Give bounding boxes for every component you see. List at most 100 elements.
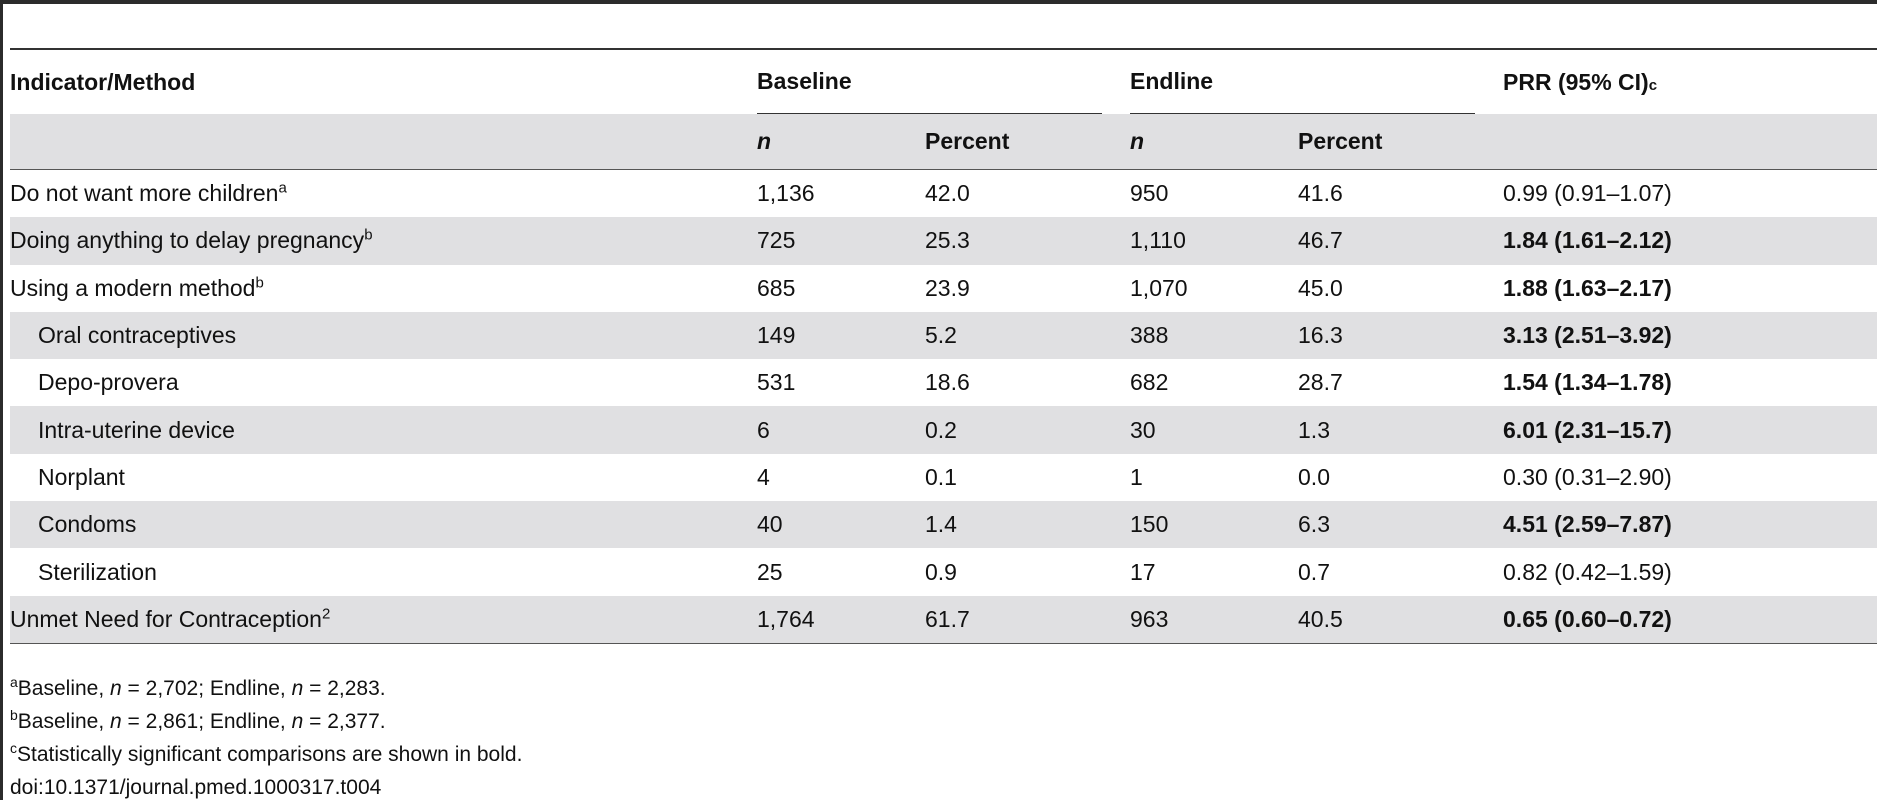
row-label-text: Depo-provera [38, 369, 179, 396]
footnote-b-pre: Baseline, [17, 710, 111, 733]
cell-endline-n: 17 [1130, 558, 1156, 585]
doi[interactable]: doi:10.1371/journal.pmed.1000317.t004 [10, 776, 382, 799]
row-label: Unmet Need for Contraception2 [10, 595, 757, 644]
table-row: Norplant 4 0.1 1 0.0 0.30 (0.31–2.90) [10, 454, 1877, 501]
row-label-sup: a [278, 179, 287, 197]
cell-endline-percent: 40.5 [1298, 595, 1504, 644]
table-row: Do not want more childrena 1,136 42.0 950 41… [10, 170, 1877, 218]
footnote-b: bBaseline, n = 2,861; Endline, n = 2,377… [10, 705, 522, 738]
cell-baseline-percent: 0.9 [925, 558, 957, 585]
cell-prr-value: 4.51 (2.59–7.87) [1503, 501, 1877, 549]
cell-endline-n: 1 [1130, 463, 1143, 490]
footnote-a-n2: n [291, 677, 304, 700]
table-row: Condoms 40 1.4 150 6.3 4.51 (2.59–7.87) [10, 501, 1877, 549]
cell-endline-percent: 0.0 [1298, 463, 1330, 490]
top-rule [0, 0, 1877, 4]
footnote-a: aBaseline, n = 2,702; Endline, n = 2,283… [10, 672, 522, 705]
cell-endline-percent: 41.6 [1298, 180, 1343, 207]
header-baseline-n: n [757, 114, 925, 170]
cell-endline-n: 963 [1130, 595, 1299, 644]
header-prr: PRR (95% CI)c [1503, 48, 1877, 114]
row-label-text: Oral contraceptives [38, 322, 237, 349]
row-label: Depo-provera [10, 359, 757, 406]
table-body: Do not want more childrena 1,136 42.0 950 41… [10, 170, 1877, 644]
cell-endline-n: 30 [1130, 406, 1299, 454]
footnote-b-n1: n [110, 710, 122, 733]
cell-endline-percent: 46.7 [1298, 217, 1504, 265]
row-label: Sterilization [10, 548, 757, 595]
cell-prr-value: 0.99 (0.91–1.07) [1503, 180, 1672, 207]
table-row: Intra-uterine device 6 0.2 30 1.3 6.01 (2.31–… [10, 406, 1877, 454]
footnote-a-n1: n [110, 677, 122, 700]
cell-endline-n: 1,070 [1130, 274, 1188, 301]
cell-baseline-n: 149 [757, 311, 925, 360]
header-prr-blank [1503, 114, 1877, 170]
row-label-text: Sterilization [38, 558, 157, 585]
cell-prr-value: 0.65 (0.60–0.72) [1503, 595, 1877, 644]
cell-baseline-percent: 42.0 [925, 180, 970, 207]
header-endline-group: Endline [1130, 48, 1504, 114]
cell-prr-value: 6.01 (2.31–15.7) [1503, 406, 1877, 454]
cell-baseline-percent: 0.2 [925, 406, 1131, 454]
footnote-b-mid: = 2,861; Endline, [121, 710, 292, 733]
data-table: Indicator/Method Baseline Endline PRR (9… [10, 48, 1877, 644]
row-label-text: Unmet Need for Contraception [10, 605, 322, 632]
header-endline-n: n [1130, 114, 1299, 170]
cell-prr-value: 3.13 (2.51–3.92) [1503, 311, 1877, 360]
cell-baseline-percent: 0.1 [925, 463, 957, 490]
cell-baseline-percent: 25.3 [925, 217, 1131, 265]
footnote-a-pre: Baseline, [17, 677, 111, 700]
header-row-1: Indicator/Method Baseline Endline PRR (9… [10, 48, 1877, 114]
row-label: Norplant [10, 454, 757, 501]
row-label-text: Do not want more children [10, 180, 279, 207]
header-prr-label: PRR (95% CI) [1503, 68, 1649, 95]
footnote-b-marker: b [10, 707, 18, 723]
footnote-b-post: = 2,377. [303, 710, 386, 733]
header-baseline-percent: Percent [925, 114, 1131, 170]
header-baseline: Baseline [757, 68, 1103, 114]
row-label: Oral contraceptives [10, 311, 757, 360]
row-label-text: Condoms [38, 511, 137, 538]
cell-baseline-n: 25 [757, 558, 783, 585]
row-label: Condoms [10, 501, 757, 549]
cell-endline-n: 388 [1130, 311, 1299, 360]
data-table-container: Indicator/Method Baseline Endline PRR (9… [10, 48, 1877, 644]
header-prr-sup: c [1648, 76, 1658, 94]
footnote-a-marker: a [10, 674, 18, 690]
cell-baseline-n: 6 [757, 406, 925, 454]
cell-prr-value: 0.30 (0.31–2.90) [1503, 463, 1672, 490]
row-label-sup: b [255, 274, 264, 292]
cell-endline-percent: 6.3 [1298, 501, 1504, 549]
cell-baseline-percent: 23.9 [925, 274, 970, 301]
row-label-sup: 2 [321, 605, 331, 623]
header-endline-percent: Percent [1298, 114, 1504, 170]
cell-endline-n: 150 [1130, 501, 1299, 549]
cell-prr-value: 1.88 (1.63–2.17) [1503, 274, 1672, 301]
table-row: Sterilization 25 0.9 17 0.7 0.82 (0.42–1.59) [10, 548, 1877, 595]
cell-endline-n: 1,110 [1130, 217, 1299, 265]
footnote-a-mid: = 2,702; Endline, [121, 677, 292, 700]
row-label: Intra-uterine device [10, 406, 757, 454]
header-baseline-group: Baseline [757, 48, 1131, 114]
row-label-text: Doing anything to delay pregnancy [10, 227, 365, 254]
cell-baseline-n: 531 [757, 369, 796, 396]
table-row: Using a modern methodb 685 23.9 1,070 45.0 1.… [10, 265, 1877, 312]
cell-endline-percent: 28.7 [1298, 369, 1343, 396]
cell-endline-percent: 45.0 [1298, 274, 1343, 301]
cell-baseline-percent: 18.6 [925, 369, 970, 396]
table-row: Unmet Need for Contraception2 1,764 61.7 96… [10, 595, 1877, 644]
cell-baseline-n: 1,136 [757, 180, 815, 207]
row-label: Do not want more childrena [10, 170, 757, 218]
cell-baseline-percent: 5.2 [925, 311, 1131, 360]
row-label-text: Using a modern method [10, 274, 256, 301]
cell-baseline-n: 1,764 [757, 595, 925, 644]
cell-baseline-n: 685 [757, 274, 796, 301]
cell-endline-percent: 16.3 [1298, 311, 1504, 360]
footnote-a-post: = 2,283. [303, 677, 386, 700]
cell-endline-percent: 1.3 [1298, 406, 1504, 454]
cell-endline-n: 950 [1130, 180, 1169, 207]
cell-endline-n: 682 [1130, 369, 1169, 396]
row-label-text: Norplant [38, 463, 125, 490]
footnote-c: cStatistically significant comparisons a… [10, 738, 522, 771]
header-indicator: Indicator/Method [10, 48, 757, 114]
